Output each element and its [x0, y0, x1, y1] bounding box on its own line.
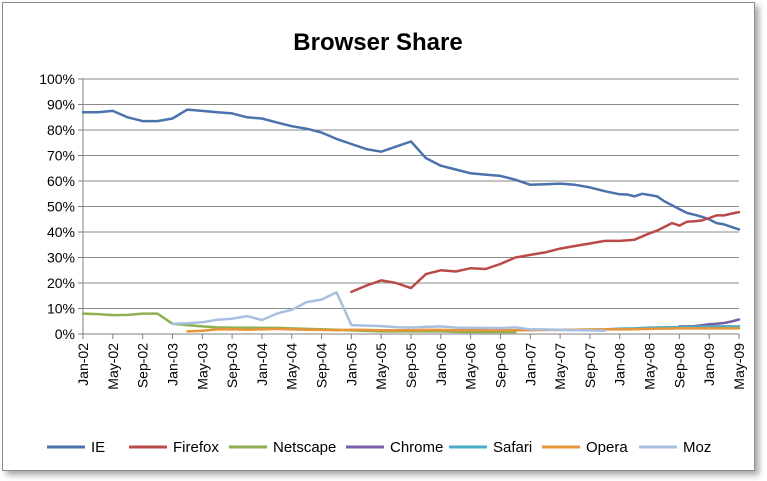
- browser-share-chart: Browser Share 0% 10% 20% 30% 40% 50% 60% 70% 80%…: [39, 29, 747, 456]
- legend-label-chrome: Chrome: [390, 439, 443, 456]
- chart-frame: Browser Share 0% 10% 20% 30% 40% 50% 60% 70% 80%…: [2, 2, 755, 471]
- y-tick-label: 90%: [47, 97, 75, 113]
- x-tick-label: May-04: [284, 343, 300, 390]
- y-tick-label: 100%: [39, 71, 75, 87]
- y-tick-label: 40%: [47, 224, 75, 240]
- x-tick-label: Jan-04: [254, 343, 270, 386]
- y-tick-label: 80%: [47, 122, 75, 138]
- y-tick-label: 60%: [47, 173, 75, 189]
- series-line-moz: [171, 291, 607, 332]
- legend-label-netscape: Netscape: [273, 439, 336, 456]
- y-tick-label: 30%: [47, 250, 75, 266]
- legend-label-ie: IE: [91, 439, 105, 456]
- legend-label-safari: Safari: [493, 439, 532, 456]
- series-line-opera: [186, 327, 741, 333]
- series-line-ie: [81, 108, 741, 231]
- x-tick-label: Jan-06: [433, 343, 449, 386]
- x-tick-label: Sep-06: [492, 343, 508, 388]
- x-tick-label: Jan-09: [701, 343, 717, 386]
- x-axis-ticks: Jan-02 May-02 Sep-02 Jan-03 May-03 Sep-03 Jan-…: [75, 343, 747, 390]
- x-tick-label: Sep-07: [582, 343, 598, 388]
- y-axis-ticks: 0% 10% 20% 30% 40% 50% 60% 70% 80% 90% 100%: [39, 71, 75, 342]
- legend-label-firefox: Firefox: [173, 439, 219, 456]
- x-tick-label: Jan-02: [75, 343, 91, 386]
- gridlines: [78, 78, 740, 339]
- x-tick-label: Jan-07: [522, 343, 538, 386]
- x-tick-label: May-08: [642, 343, 658, 390]
- series-lines: [81, 108, 741, 334]
- x-tick-label: Sep-05: [403, 343, 419, 388]
- chart-title: Browser Share: [293, 29, 462, 56]
- x-tick-label: Jan-03: [164, 343, 180, 386]
- y-tick-label: 70%: [47, 148, 75, 164]
- x-tick-label: May-03: [194, 343, 210, 390]
- x-tick-label: May-05: [373, 343, 389, 390]
- legend-label-opera: Opera: [586, 439, 628, 456]
- series-line-firefox: [350, 210, 741, 294]
- legend: IE Firefox Netscape Chrome Safari Opera Moz: [47, 439, 711, 456]
- x-tick-label: Sep-03: [224, 343, 240, 388]
- x-tick-label: May-06: [463, 343, 479, 390]
- x-tick-label: Sep-08: [671, 343, 687, 388]
- y-tick-label: 10%: [47, 301, 75, 317]
- x-tick-label: May-09: [731, 343, 747, 390]
- x-tick-label: Sep-04: [314, 343, 330, 388]
- x-tick-label: Jan-05: [343, 343, 359, 386]
- y-tick-label: 50%: [47, 199, 75, 215]
- x-tick-label: May-02: [105, 343, 121, 390]
- legend-label-moz: Moz: [683, 439, 711, 456]
- x-tick-label: May-07: [552, 343, 568, 390]
- x-tick-label: Sep-02: [135, 343, 151, 388]
- y-tick-label: 0%: [55, 326, 75, 342]
- y-tick-label: 20%: [47, 275, 75, 291]
- x-tick-label: Jan-08: [612, 343, 628, 386]
